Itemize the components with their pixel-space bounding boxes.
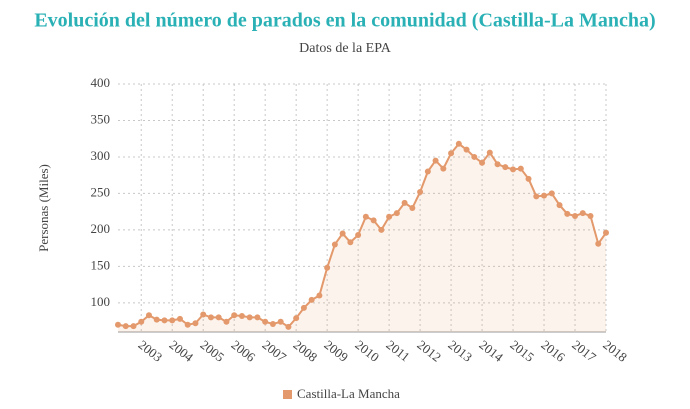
- chart-title: Evolución del número de parados en la co…: [34, 10, 655, 32]
- data-point: [587, 213, 594, 220]
- data-point: [324, 264, 331, 271]
- data-point: [486, 149, 493, 156]
- data-point: [145, 312, 152, 319]
- data-point: [603, 229, 609, 236]
- data-point: [386, 213, 393, 220]
- x-tick-label: 2010: [352, 337, 382, 365]
- data-point: [130, 323, 137, 330]
- x-tick-label: 2017: [569, 337, 599, 365]
- data-point: [331, 241, 338, 248]
- data-point: [424, 168, 431, 175]
- data-point: [262, 318, 269, 325]
- data-point: [293, 315, 300, 322]
- data-point: [440, 165, 447, 172]
- data-point: [169, 317, 176, 324]
- data-point: [176, 315, 183, 322]
- data-point: [432, 157, 439, 164]
- data-point: [308, 296, 315, 303]
- y-tick-label: 400: [91, 75, 111, 90]
- data-point: [502, 164, 509, 171]
- data-point: [316, 292, 323, 299]
- data-point: [541, 192, 548, 199]
- data-point: [215, 314, 222, 321]
- legend-marker: [283, 390, 292, 399]
- data-point: [378, 226, 385, 233]
- data-point: [246, 314, 253, 321]
- x-tick-label: 2003: [136, 337, 166, 365]
- x-tick-label: 2005: [198, 337, 228, 365]
- data-point: [362, 213, 369, 220]
- data-point: [572, 213, 579, 220]
- data-point: [153, 316, 160, 323]
- data-point: [370, 217, 377, 224]
- data-point: [161, 317, 168, 324]
- x-tick-label: 2008: [290, 337, 320, 365]
- y-tick-label: 150: [91, 257, 111, 272]
- data-point: [510, 166, 517, 173]
- data-point: [494, 161, 501, 168]
- data-point: [548, 190, 555, 197]
- x-tick-label: 2016: [538, 337, 568, 365]
- data-point: [455, 140, 462, 147]
- data-point: [122, 323, 129, 330]
- data-point: [285, 323, 292, 330]
- x-tick-label: 2018: [600, 337, 630, 365]
- legend-label: Castilla-La Mancha: [297, 386, 400, 401]
- x-tick-label: 2011: [383, 337, 412, 365]
- data-point: [184, 321, 191, 328]
- data-point: [401, 199, 408, 206]
- data-point: [269, 320, 276, 327]
- data-point: [409, 205, 416, 211]
- data-point: [579, 210, 586, 217]
- data-point: [525, 175, 532, 182]
- data-point: [479, 159, 486, 166]
- data-point: [300, 304, 307, 311]
- data-point: [192, 320, 199, 327]
- data-point: [254, 314, 261, 321]
- line: [117, 142, 607, 329]
- x-tick-label: 2004: [167, 337, 197, 365]
- data-point: [355, 231, 362, 238]
- data-point: [517, 165, 524, 172]
- y-tick-label: 100: [91, 294, 111, 309]
- data-point: [207, 314, 214, 321]
- y-tick-label: 200: [91, 221, 111, 236]
- chart-subtitle: Datos de la EPA: [299, 41, 392, 56]
- y-tick-label: 350: [91, 111, 111, 126]
- data-point: [564, 210, 571, 217]
- data-point: [471, 153, 478, 160]
- x-tick-label: 2006: [229, 337, 259, 365]
- data-point: [238, 312, 245, 319]
- data-point: [448, 150, 455, 157]
- data-point: [339, 230, 346, 237]
- data-point: [138, 318, 145, 325]
- data-point: [115, 321, 121, 328]
- x-tick-label: 2012: [414, 337, 444, 365]
- y-tick-label: 250: [91, 184, 111, 199]
- data-point: [393, 210, 400, 217]
- y-tick-label: 300: [91, 148, 111, 163]
- x-tick-label: 2013: [445, 337, 475, 365]
- x-tick-label: 2009: [321, 337, 351, 365]
- data-point: [595, 240, 602, 247]
- data-point: [223, 318, 230, 325]
- x-tick-label: 2014: [476, 337, 506, 365]
- data-point: [200, 311, 207, 318]
- data-point: [347, 239, 354, 246]
- data-point: [277, 318, 284, 325]
- data-point: [463, 146, 470, 153]
- data-point: [231, 312, 238, 319]
- data-point: [533, 193, 540, 200]
- x-tick-label: 2015: [507, 337, 537, 365]
- data-point: [417, 188, 424, 195]
- y-axis-label: Personas (Miles): [36, 164, 51, 252]
- area-fill: [118, 143, 606, 332]
- data-point: [556, 202, 563, 209]
- x-tick-label: 2007: [259, 337, 289, 365]
